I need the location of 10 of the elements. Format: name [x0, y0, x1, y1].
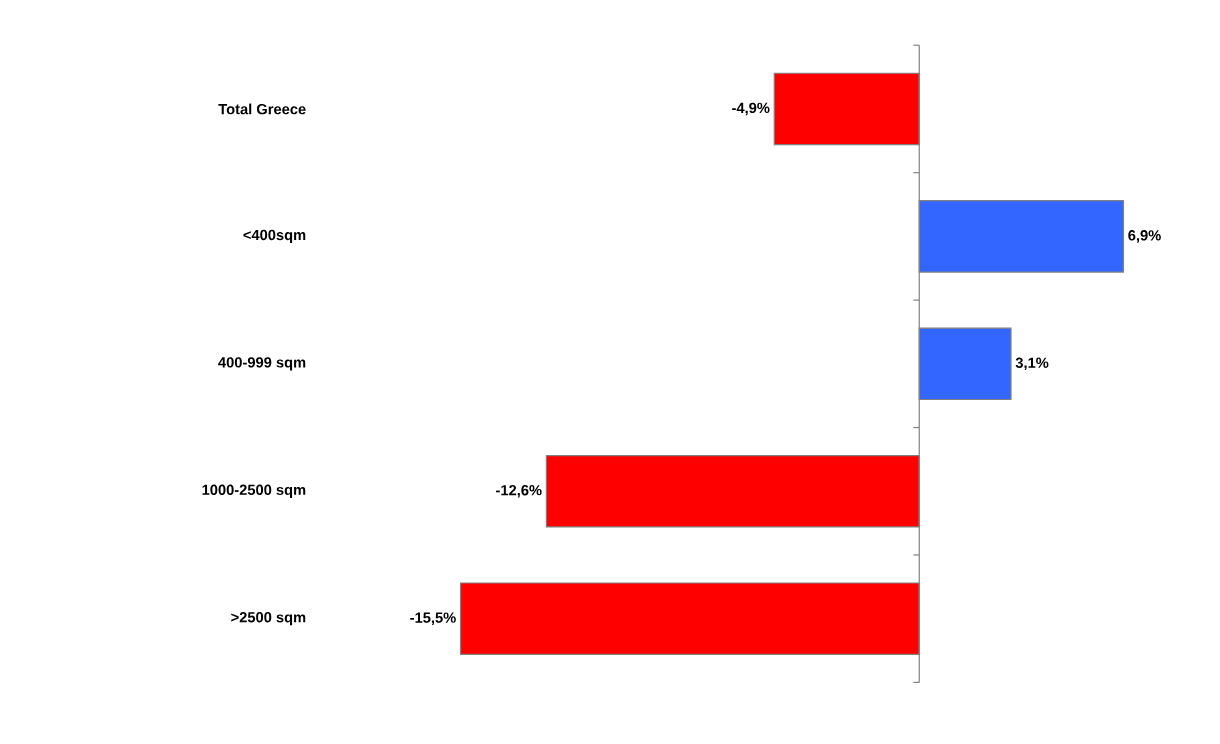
data-label: -12,6% — [496, 484, 542, 498]
y-tick-label: 400-999 sqm — [218, 357, 306, 371]
data-label: -4,9% — [732, 102, 770, 116]
y-tick-label: Total Greece — [218, 103, 306, 115]
y-tick-label: 1000-2500 sqm — [202, 484, 306, 498]
data-label: -15,5% — [410, 612, 456, 625]
y-tick-label: <400sqm — [243, 229, 306, 243]
data-label: 6,9% — [1128, 229, 1161, 243]
data-label: 3,1% — [1015, 357, 1049, 370]
y-tick-label: >2500 sqm — [231, 611, 306, 626]
